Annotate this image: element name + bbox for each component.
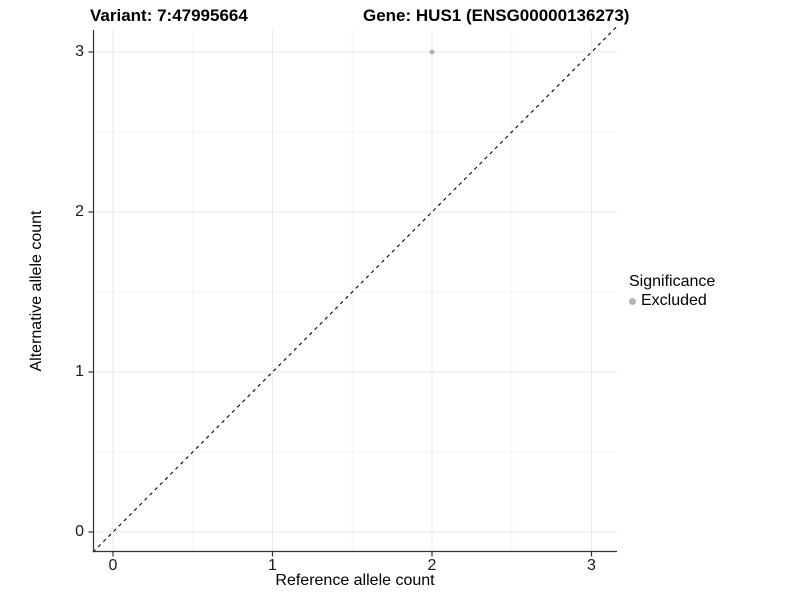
legend-point-icon xyxy=(629,297,636,305)
y-tick-label: 0 xyxy=(75,523,84,540)
legend: Significance Excluded xyxy=(629,273,715,310)
y-tick-label: 3 xyxy=(75,43,84,60)
y-axis-title: Alternative allele count xyxy=(28,210,45,372)
legend-title: Significance xyxy=(629,273,716,290)
x-tick-label: 0 xyxy=(108,557,118,574)
identity-reference-line xyxy=(92,26,618,553)
legend-item-excluded: Excluded xyxy=(629,292,715,310)
plot-panel-svg xyxy=(88,26,618,557)
variant-title: Variant: 7:47995664 xyxy=(90,6,248,25)
y-tick-label: 2 xyxy=(75,203,84,220)
gene-title: Gene: HUS1 (ENSG00000136273) xyxy=(363,6,630,25)
y-tick-label: 1 xyxy=(75,363,84,380)
legend-item-label: Excluded xyxy=(641,292,707,309)
plot-panel xyxy=(88,26,618,557)
data-point xyxy=(429,49,435,55)
x-tick-label: 1 xyxy=(268,557,277,574)
x-tick-label: 2 xyxy=(427,557,437,574)
x-axis-title: Reference allele count xyxy=(275,572,435,589)
x-tick-label: 3 xyxy=(587,557,596,574)
